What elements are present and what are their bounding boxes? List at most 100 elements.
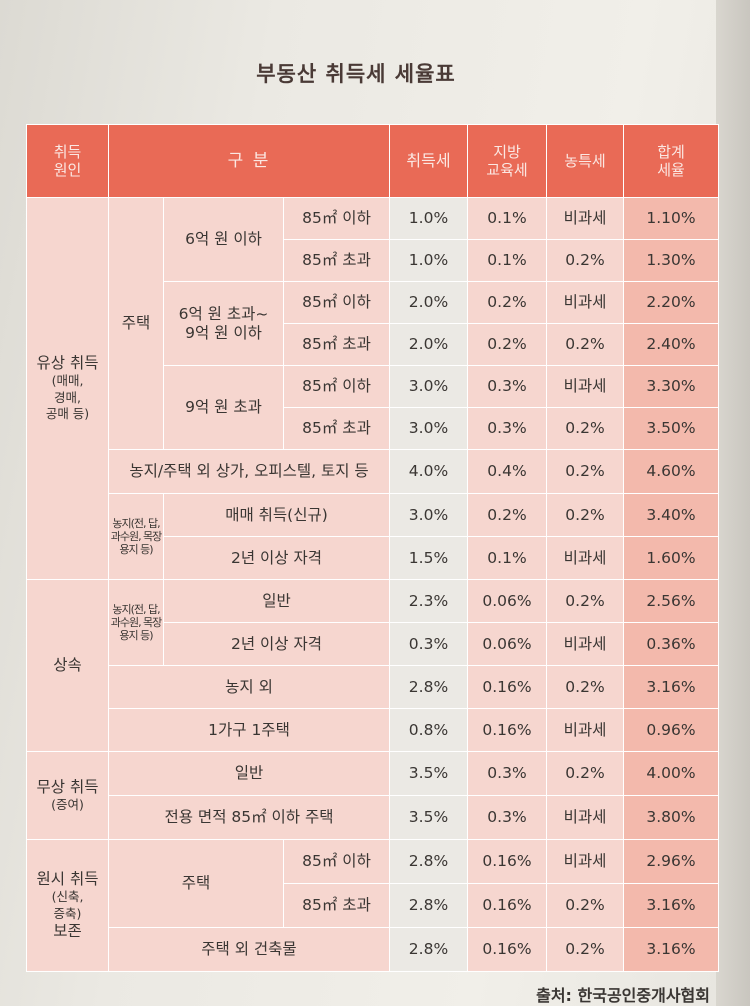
row-label: 농지 외 <box>108 665 390 709</box>
total-rate: 2.56% <box>623 579 719 623</box>
row-label: 일반 <box>108 751 390 796</box>
total-rate: 4.00% <box>623 751 719 796</box>
education-rate: 0.16% <box>467 839 547 884</box>
education-rate: 0.2% <box>467 323 547 366</box>
acquisition-rate: 2.8% <box>389 839 468 884</box>
total-rate: 3.16% <box>623 665 719 709</box>
header-category: 구 분 <box>108 124 390 198</box>
header-row: 취득 원인 구 분 취득세 지방 교육세 농특세 합계 세율 <box>26 124 719 198</box>
cause-original-acquisition: 원시 취득 (신축, 증축) 보존 <box>26 839 109 972</box>
education-rate: 0.2% <box>467 493 547 537</box>
rural-rate: 비과세 <box>546 365 624 408</box>
row-label: 85㎡ 이하 <box>283 281 390 324</box>
row-label: 85㎡ 초과 <box>283 883 390 928</box>
page-edge <box>716 0 750 1006</box>
tax-rate-table: 취득 원인 구 분 취득세 지방 교육세 농특세 합계 세율 유상 취득 (매매, 경… <box>26 124 719 972</box>
total-rate: 1.10% <box>623 197 719 240</box>
row-label: 85㎡ 이하 <box>283 197 390 240</box>
total-rate: 3.80% <box>623 795 719 840</box>
education-rate: 0.1% <box>467 197 547 240</box>
acquisition-rate: 0.8% <box>389 708 468 752</box>
group-tier1: 6억 원 이하 <box>163 197 284 282</box>
education-rate: 0.3% <box>467 407 547 450</box>
acquisition-rate: 4.0% <box>389 449 468 494</box>
table-row: 1가구 1주택 0.8% 0.16% 비과세 0.96% <box>27 708 719 752</box>
group-tier2: 6억 원 초과~ 9억 원 이하 <box>163 281 284 366</box>
group-original-house: 주택 <box>108 839 284 928</box>
education-rate: 0.4% <box>467 449 547 494</box>
acquisition-rate: 2.0% <box>389 323 468 366</box>
row-label: 주택 외 건축물 <box>108 927 390 972</box>
header-total-rate: 합계 세율 <box>623 124 719 198</box>
acquisition-rate: 3.0% <box>389 407 468 450</box>
rural-rate: 비과세 <box>546 622 624 666</box>
header-education-tax: 지방 교육세 <box>467 124 547 198</box>
total-rate: 0.36% <box>623 622 719 666</box>
row-label: 일반 <box>163 579 390 623</box>
table-row: 9억 원 초과 85㎡ 이하 3.0% 0.3% 비과세 3.30% <box>27 365 719 450</box>
group-farmland: 농지(전, 답, 과수원, 목장 용지 등) <box>108 493 164 580</box>
row-label: 2년 이상 자격 <box>163 622 390 666</box>
acquisition-rate: 2.8% <box>389 883 468 928</box>
row-label: 85㎡ 초과 <box>283 323 390 366</box>
row-label: 85㎡ 이하 <box>283 839 390 884</box>
education-rate: 0.3% <box>467 795 547 840</box>
group-farmland: 농지(전, 답, 과수원, 목장 용지 등) <box>108 579 164 666</box>
total-rate: 2.40% <box>623 323 719 366</box>
table-row: 85㎡ 초과 3.0% 0.3% 0.2% 3.50% <box>27 407 719 450</box>
table-row: 원시 취득 (신축, 증축) 보존 주택 85㎡ 이하 2.8% 0.16% 비… <box>26 839 719 972</box>
rural-rate: 비과세 <box>546 708 624 752</box>
education-rate: 0.06% <box>467 622 547 666</box>
row-label: 85㎡ 이하 <box>283 365 390 408</box>
row-label: 농지/주택 외 상가, 오피스텔, 토지 등 <box>108 449 390 494</box>
acquisition-rate: 1.5% <box>389 536 468 580</box>
acquisition-rate: 3.0% <box>389 365 468 408</box>
education-rate: 0.16% <box>467 883 547 928</box>
total-rate: 3.16% <box>623 883 719 928</box>
rural-rate: 비과세 <box>546 795 624 840</box>
rural-rate: 0.2% <box>546 751 624 796</box>
row-label: 1가구 1주택 <box>108 708 390 752</box>
rural-rate: 0.2% <box>546 927 624 972</box>
education-rate: 0.16% <box>467 665 547 709</box>
row-label: 85㎡ 초과 <box>283 239 390 282</box>
table-row: 농지 외 2.8% 0.16% 0.2% 3.16% <box>27 665 719 709</box>
group-tier3: 9억 원 초과 <box>163 365 284 450</box>
acquisition-rate: 2.0% <box>389 281 468 324</box>
total-rate: 3.40% <box>623 493 719 537</box>
rural-rate: 비과세 <box>546 536 624 580</box>
group-house: 주택 <box>108 197 164 450</box>
row-label: 85㎡ 초과 <box>283 407 390 450</box>
table-row: 85㎡ 초과 2.0% 0.2% 0.2% 2.40% <box>27 323 719 366</box>
header-rural-tax: 농특세 <box>546 124 624 198</box>
source-citation: 출처: 한국공인중개사협회 <box>536 986 710 1005</box>
cause-inheritance: 상속 <box>26 579 109 752</box>
rural-rate: 0.2% <box>546 579 624 623</box>
table-row: 85㎡ 초과 1.0% 0.1% 0.2% 1.30% <box>27 239 719 282</box>
rural-rate: 비과세 <box>546 281 624 324</box>
acquisition-rate: 1.0% <box>389 239 468 282</box>
education-rate: 0.3% <box>467 365 547 408</box>
acquisition-rate: 0.3% <box>389 622 468 666</box>
table-row: 2년 이상 자격 1.5% 0.1% 비과세 1.60% <box>27 536 719 580</box>
table-row: 농지(전, 답, 과수원, 목장 용지 등) 매매 취득(신규) 3.0% 0.2%… <box>27 493 719 580</box>
row-label: 전용 면적 85㎡ 이하 주택 <box>108 795 390 840</box>
rural-rate: 0.2% <box>546 239 624 282</box>
table-row: 유상 취득 (매매, 경매, 공매 등) 주택 6억 원 이하 85㎡ 이하 1… <box>26 197 719 580</box>
education-rate: 0.1% <box>467 239 547 282</box>
total-rate: 3.50% <box>623 407 719 450</box>
total-rate: 2.96% <box>623 839 719 884</box>
total-rate: 2.20% <box>623 281 719 324</box>
rural-rate: 0.2% <box>546 407 624 450</box>
rural-rate: 0.2% <box>546 449 624 494</box>
education-rate: 0.3% <box>467 751 547 796</box>
acquisition-rate: 3.0% <box>389 493 468 537</box>
tax-rate-table-container: 취득 원인 구 분 취득세 지방 교육세 농특세 합계 세율 유상 취득 (매매, 경… <box>26 124 719 972</box>
rural-rate: 0.2% <box>546 883 624 928</box>
table-title: 부동산 취득세 세율표 <box>256 62 456 86</box>
cause-gift: 무상 취득 (증여) <box>26 751 109 840</box>
total-rate: 1.30% <box>623 239 719 282</box>
education-rate: 0.2% <box>467 281 547 324</box>
rural-rate: 비과세 <box>546 197 624 240</box>
row-label: 2년 이상 자격 <box>163 536 390 580</box>
